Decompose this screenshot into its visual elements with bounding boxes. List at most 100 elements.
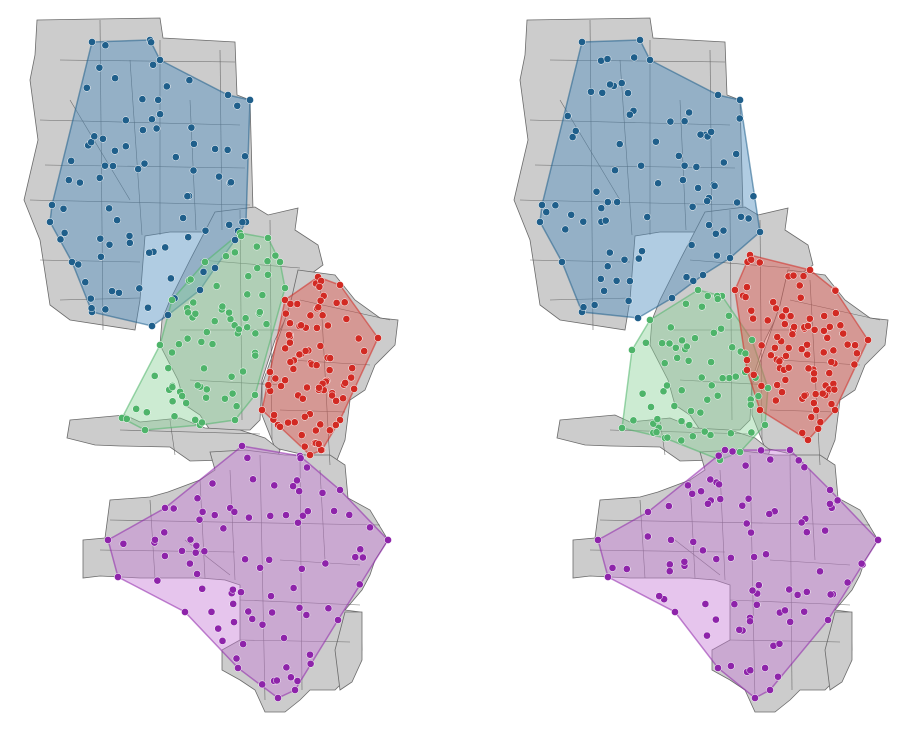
data-point: [231, 248, 239, 257]
data-point: [300, 412, 309, 421]
data-point: [825, 369, 834, 377]
data-point: [187, 123, 196, 132]
data-point: [592, 187, 601, 196]
data-point: [625, 110, 634, 119]
data-point: [134, 165, 143, 173]
data-point: [721, 446, 729, 454]
data-point: [749, 314, 757, 323]
data-point: [104, 536, 112, 544]
data-point: [691, 334, 699, 343]
data-point: [703, 395, 712, 404]
data-point: [809, 399, 818, 407]
data-point: [262, 320, 271, 328]
data-point: [647, 403, 655, 411]
data-point: [703, 197, 711, 205]
data-point: [332, 397, 340, 405]
data-point: [754, 392, 763, 400]
data-point: [644, 508, 652, 516]
data-point: [756, 228, 764, 236]
tract-boundary: [129, 59, 143, 236]
data-point: [171, 153, 180, 161]
data-point: [164, 364, 173, 372]
data-point: [185, 76, 194, 85]
data-point: [251, 351, 260, 360]
data-point: [169, 504, 178, 513]
data-point: [851, 341, 859, 350]
data-point: [629, 416, 638, 425]
data-point: [826, 486, 834, 494]
data-point: [156, 341, 164, 349]
data-point: [594, 536, 602, 544]
data-point: [273, 676, 281, 685]
data-point: [839, 329, 848, 338]
data-point: [624, 297, 633, 305]
data-point: [99, 134, 107, 143]
data-point: [824, 616, 832, 624]
data-point: [282, 663, 291, 672]
data-point: [274, 694, 282, 702]
data-point: [300, 442, 309, 451]
data-point: [101, 161, 109, 170]
data-point: [731, 372, 740, 381]
data-point: [665, 567, 674, 576]
data-point: [684, 356, 693, 365]
data-point: [667, 536, 675, 544]
data-point: [736, 96, 744, 104]
data-point: [773, 333, 782, 341]
data-point: [270, 411, 278, 419]
data-point: [655, 592, 664, 600]
data-point: [798, 429, 807, 437]
data-point: [384, 536, 392, 544]
data-point: [743, 283, 751, 291]
data-point: [687, 241, 696, 249]
data-point: [191, 416, 200, 424]
tract-boundary: [319, 469, 326, 561]
data-point: [267, 592, 275, 600]
data-point: [682, 342, 691, 351]
data-point: [812, 406, 821, 414]
data-point: [87, 138, 96, 147]
data-point: [336, 416, 344, 424]
tract-boundary: [549, 59, 726, 63]
data-point: [193, 570, 201, 578]
data-point: [615, 140, 624, 148]
tract-boundary: [269, 219, 273, 441]
data-point: [682, 273, 691, 281]
data-point: [786, 618, 795, 626]
data-point: [715, 480, 723, 489]
data-point: [374, 334, 382, 342]
data-point: [785, 585, 794, 594]
data-point: [836, 321, 845, 330]
data-point: [148, 322, 156, 330]
data-point: [711, 229, 720, 238]
data-point: [624, 89, 632, 97]
data-point: [111, 74, 119, 83]
data-point: [156, 56, 164, 64]
data-point: [561, 225, 570, 234]
data-point: [105, 240, 114, 249]
data-point: [671, 608, 679, 616]
data-point: [688, 202, 697, 211]
data-point: [179, 214, 187, 222]
tract-boundary: [239, 209, 243, 421]
data-point: [289, 584, 298, 592]
data-point: [626, 277, 634, 285]
data-point: [694, 286, 702, 294]
data-point: [224, 91, 232, 99]
data-point: [761, 664, 769, 672]
data-point: [347, 373, 356, 382]
data-point: [731, 286, 739, 294]
data-point: [264, 381, 273, 389]
data-point: [784, 363, 793, 372]
map-panel-right: [513, 17, 889, 713]
data-point: [719, 226, 728, 235]
data-point: [341, 379, 350, 387]
data-point: [105, 204, 113, 213]
data-point: [281, 309, 290, 318]
data-point: [264, 270, 272, 279]
data-point: [87, 304, 96, 313]
data-point: [214, 624, 223, 633]
data-point: [265, 555, 274, 564]
data-point: [751, 694, 759, 702]
